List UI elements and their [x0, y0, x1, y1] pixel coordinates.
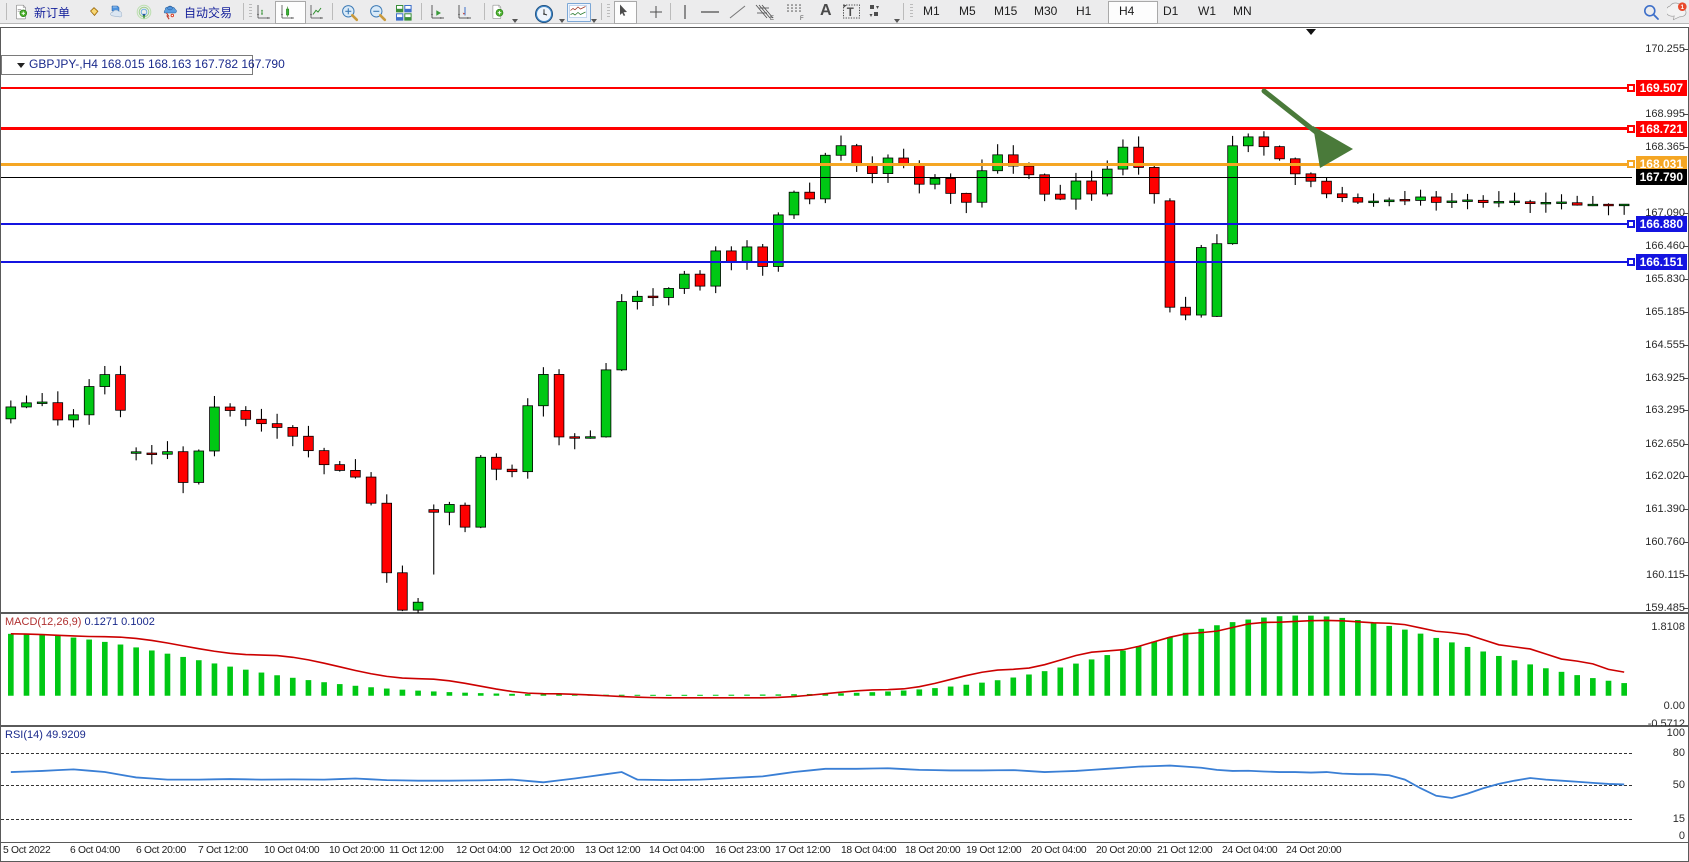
- svg-text:E: E: [770, 16, 774, 20]
- svg-text:1: 1: [1681, 4, 1685, 11]
- svg-text:T: T: [847, 7, 854, 19]
- svg-text:F: F: [800, 16, 804, 20]
